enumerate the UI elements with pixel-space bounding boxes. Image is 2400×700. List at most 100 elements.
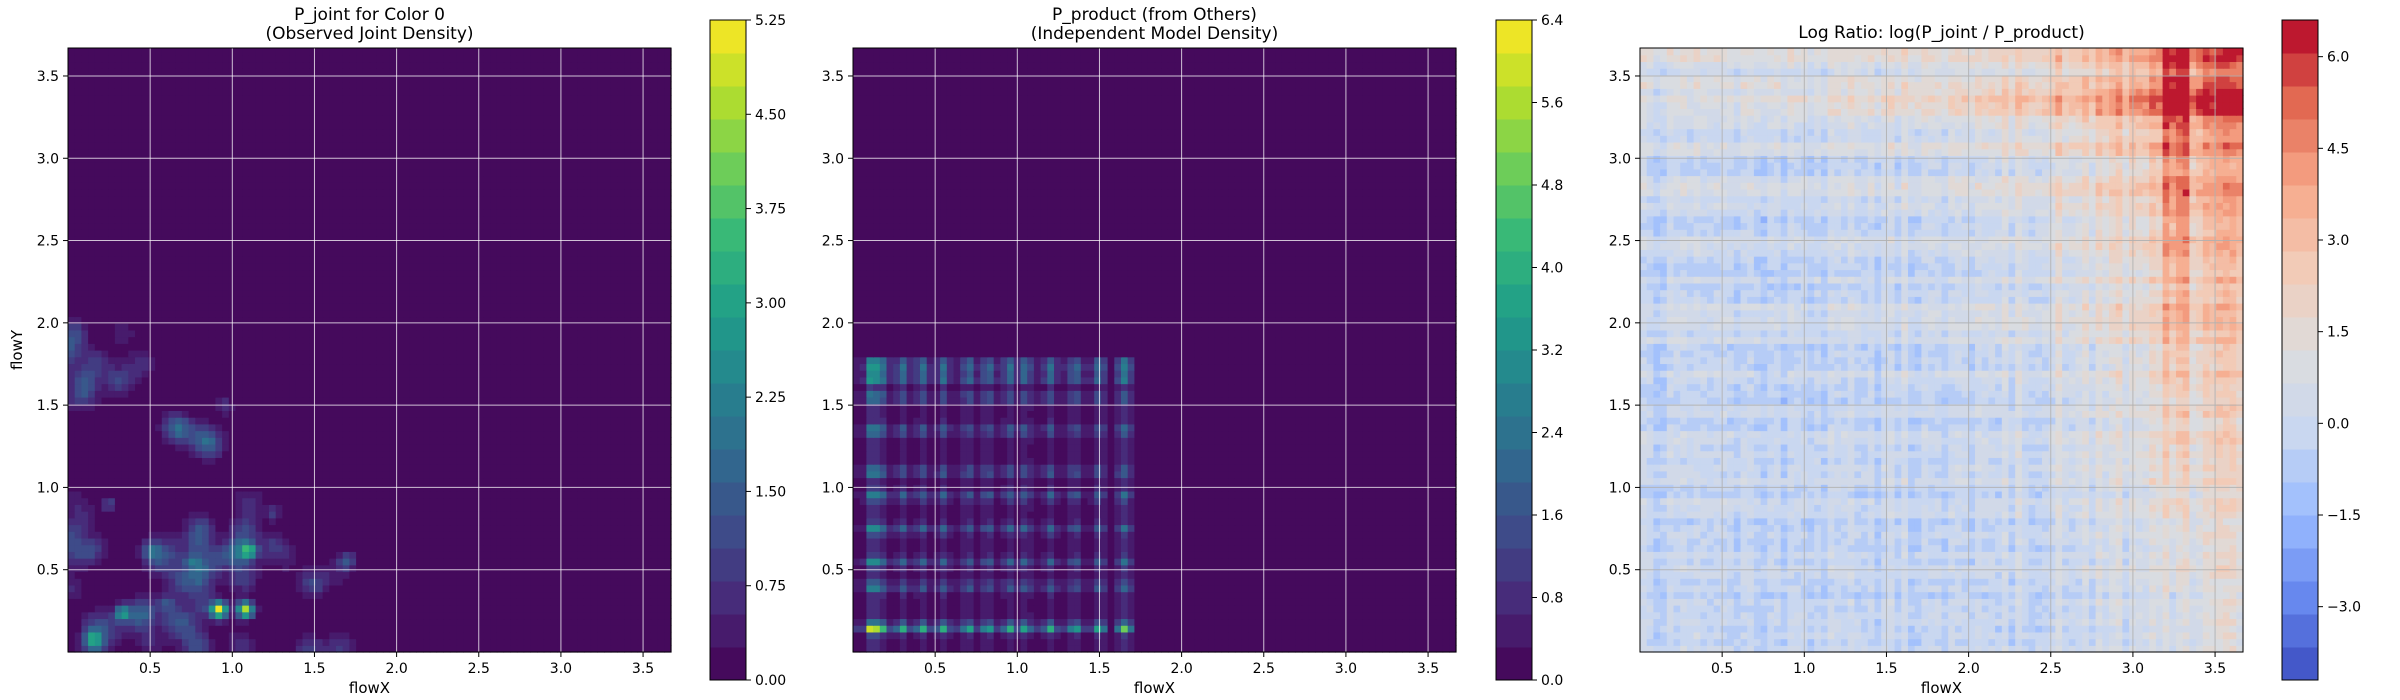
heatmap-cell bbox=[262, 437, 270, 445]
heatmap-cell bbox=[490, 645, 498, 653]
heatmap-cell bbox=[242, 558, 250, 566]
heatmap-cell bbox=[416, 591, 424, 599]
heatmap-cell bbox=[530, 511, 538, 519]
heatmap-cell bbox=[423, 531, 431, 539]
heatmap-cell bbox=[202, 336, 210, 344]
heatmap-cell bbox=[208, 396, 216, 405]
heatmap-cell bbox=[322, 551, 330, 559]
heatmap-cell bbox=[604, 443, 612, 452]
heatmap-cell bbox=[148, 376, 156, 385]
heatmap-cell bbox=[88, 517, 96, 526]
heatmap-cell bbox=[416, 417, 424, 425]
heatmap-cell bbox=[610, 390, 618, 398]
heatmap-cell bbox=[644, 336, 652, 344]
heatmap-cell bbox=[429, 403, 438, 411]
heatmap-cell bbox=[563, 497, 572, 505]
heatmap-cell bbox=[329, 511, 337, 519]
heatmap-cell bbox=[496, 497, 505, 505]
heatmap-cell bbox=[443, 309, 451, 318]
heatmap-cell bbox=[624, 343, 632, 351]
heatmap-cell bbox=[510, 511, 518, 519]
heatmap-cell bbox=[148, 323, 156, 331]
heatmap-cell bbox=[644, 383, 652, 391]
heatmap-cell bbox=[114, 537, 123, 546]
heatmap-cell bbox=[195, 430, 203, 438]
heatmap-cell bbox=[148, 423, 156, 432]
heatmap-cell bbox=[302, 356, 310, 365]
heatmap-cell bbox=[429, 437, 438, 445]
heatmap-cell bbox=[503, 464, 511, 472]
heatmap-cell bbox=[302, 578, 310, 586]
heatmap-cell bbox=[503, 591, 511, 599]
heatmap-cell bbox=[396, 611, 404, 620]
heatmap-cell bbox=[275, 289, 283, 297]
heatmap-cell bbox=[121, 309, 129, 318]
heatmap-cell bbox=[644, 497, 652, 505]
heatmap-cell bbox=[470, 430, 478, 438]
heatmap-cell bbox=[155, 282, 163, 291]
heatmap-cell bbox=[356, 396, 364, 405]
heatmap-cell bbox=[369, 276, 377, 284]
heatmap-cell bbox=[650, 497, 659, 505]
heatmap-cell bbox=[389, 417, 397, 425]
heatmap-cell bbox=[396, 323, 404, 331]
heatmap-cell bbox=[215, 490, 223, 499]
heatmap-cell bbox=[476, 490, 484, 499]
heatmap-cell bbox=[235, 477, 243, 485]
heatmap-cell bbox=[248, 477, 257, 485]
heatmap-cell bbox=[510, 370, 518, 378]
heatmap-cell bbox=[624, 376, 632, 385]
heatmap-cell bbox=[114, 611, 123, 620]
heatmap-cell bbox=[101, 470, 109, 479]
heatmap-cell bbox=[376, 524, 384, 532]
heatmap-cell bbox=[175, 316, 183, 324]
heatmap-cell bbox=[222, 390, 230, 398]
heatmap-cell bbox=[181, 282, 190, 291]
heatmap-cell bbox=[81, 477, 89, 485]
heatmap-cell bbox=[101, 638, 109, 646]
heatmap-cell bbox=[369, 497, 377, 505]
heatmap-cell bbox=[570, 350, 578, 358]
heatmap-cell bbox=[637, 329, 645, 338]
heatmap-cell bbox=[483, 504, 491, 512]
heatmap-cell bbox=[188, 343, 196, 351]
heatmap-cell bbox=[128, 645, 136, 653]
heatmap-cell bbox=[269, 390, 277, 398]
heatmap-cell bbox=[423, 598, 431, 606]
heatmap-cell bbox=[537, 450, 545, 458]
heatmap-cell bbox=[329, 437, 337, 445]
heatmap-cell bbox=[369, 303, 377, 311]
heatmap-cell bbox=[510, 598, 518, 606]
heatmap-cell bbox=[255, 578, 263, 586]
heatmap-cell bbox=[577, 289, 585, 297]
heatmap-cell bbox=[88, 645, 96, 653]
heatmap-cell bbox=[570, 450, 578, 458]
heatmap-cell bbox=[530, 578, 538, 586]
heatmap-cell bbox=[181, 423, 190, 432]
heatmap-cell bbox=[583, 598, 592, 606]
heatmap-cell bbox=[362, 598, 371, 606]
heatmap-cell bbox=[289, 558, 297, 566]
heatmap-cell bbox=[637, 403, 645, 411]
heatmap-cell bbox=[262, 329, 270, 338]
heatmap-cell bbox=[389, 396, 397, 405]
heatmap-cell bbox=[389, 611, 397, 620]
heatmap-cell bbox=[275, 470, 283, 479]
heatmap-cell bbox=[537, 537, 545, 546]
heatmap-cell bbox=[168, 517, 176, 526]
heatmap-cell bbox=[188, 457, 196, 465]
heatmap-cell bbox=[470, 396, 478, 405]
heatmap-cell bbox=[570, 558, 578, 566]
heatmap-cell bbox=[449, 531, 458, 539]
heatmap-cell bbox=[195, 457, 203, 465]
heatmap-cell bbox=[510, 631, 518, 640]
heatmap-cell bbox=[550, 511, 558, 519]
heatmap-cell bbox=[208, 356, 216, 365]
heatmap-cell bbox=[275, 370, 283, 378]
heatmap-cell bbox=[449, 477, 458, 485]
heatmap-cell bbox=[282, 504, 290, 512]
heatmap-cell bbox=[523, 343, 531, 351]
heatmap-cell bbox=[195, 618, 203, 626]
heatmap-cell bbox=[295, 571, 304, 579]
heatmap-cell bbox=[630, 470, 639, 479]
